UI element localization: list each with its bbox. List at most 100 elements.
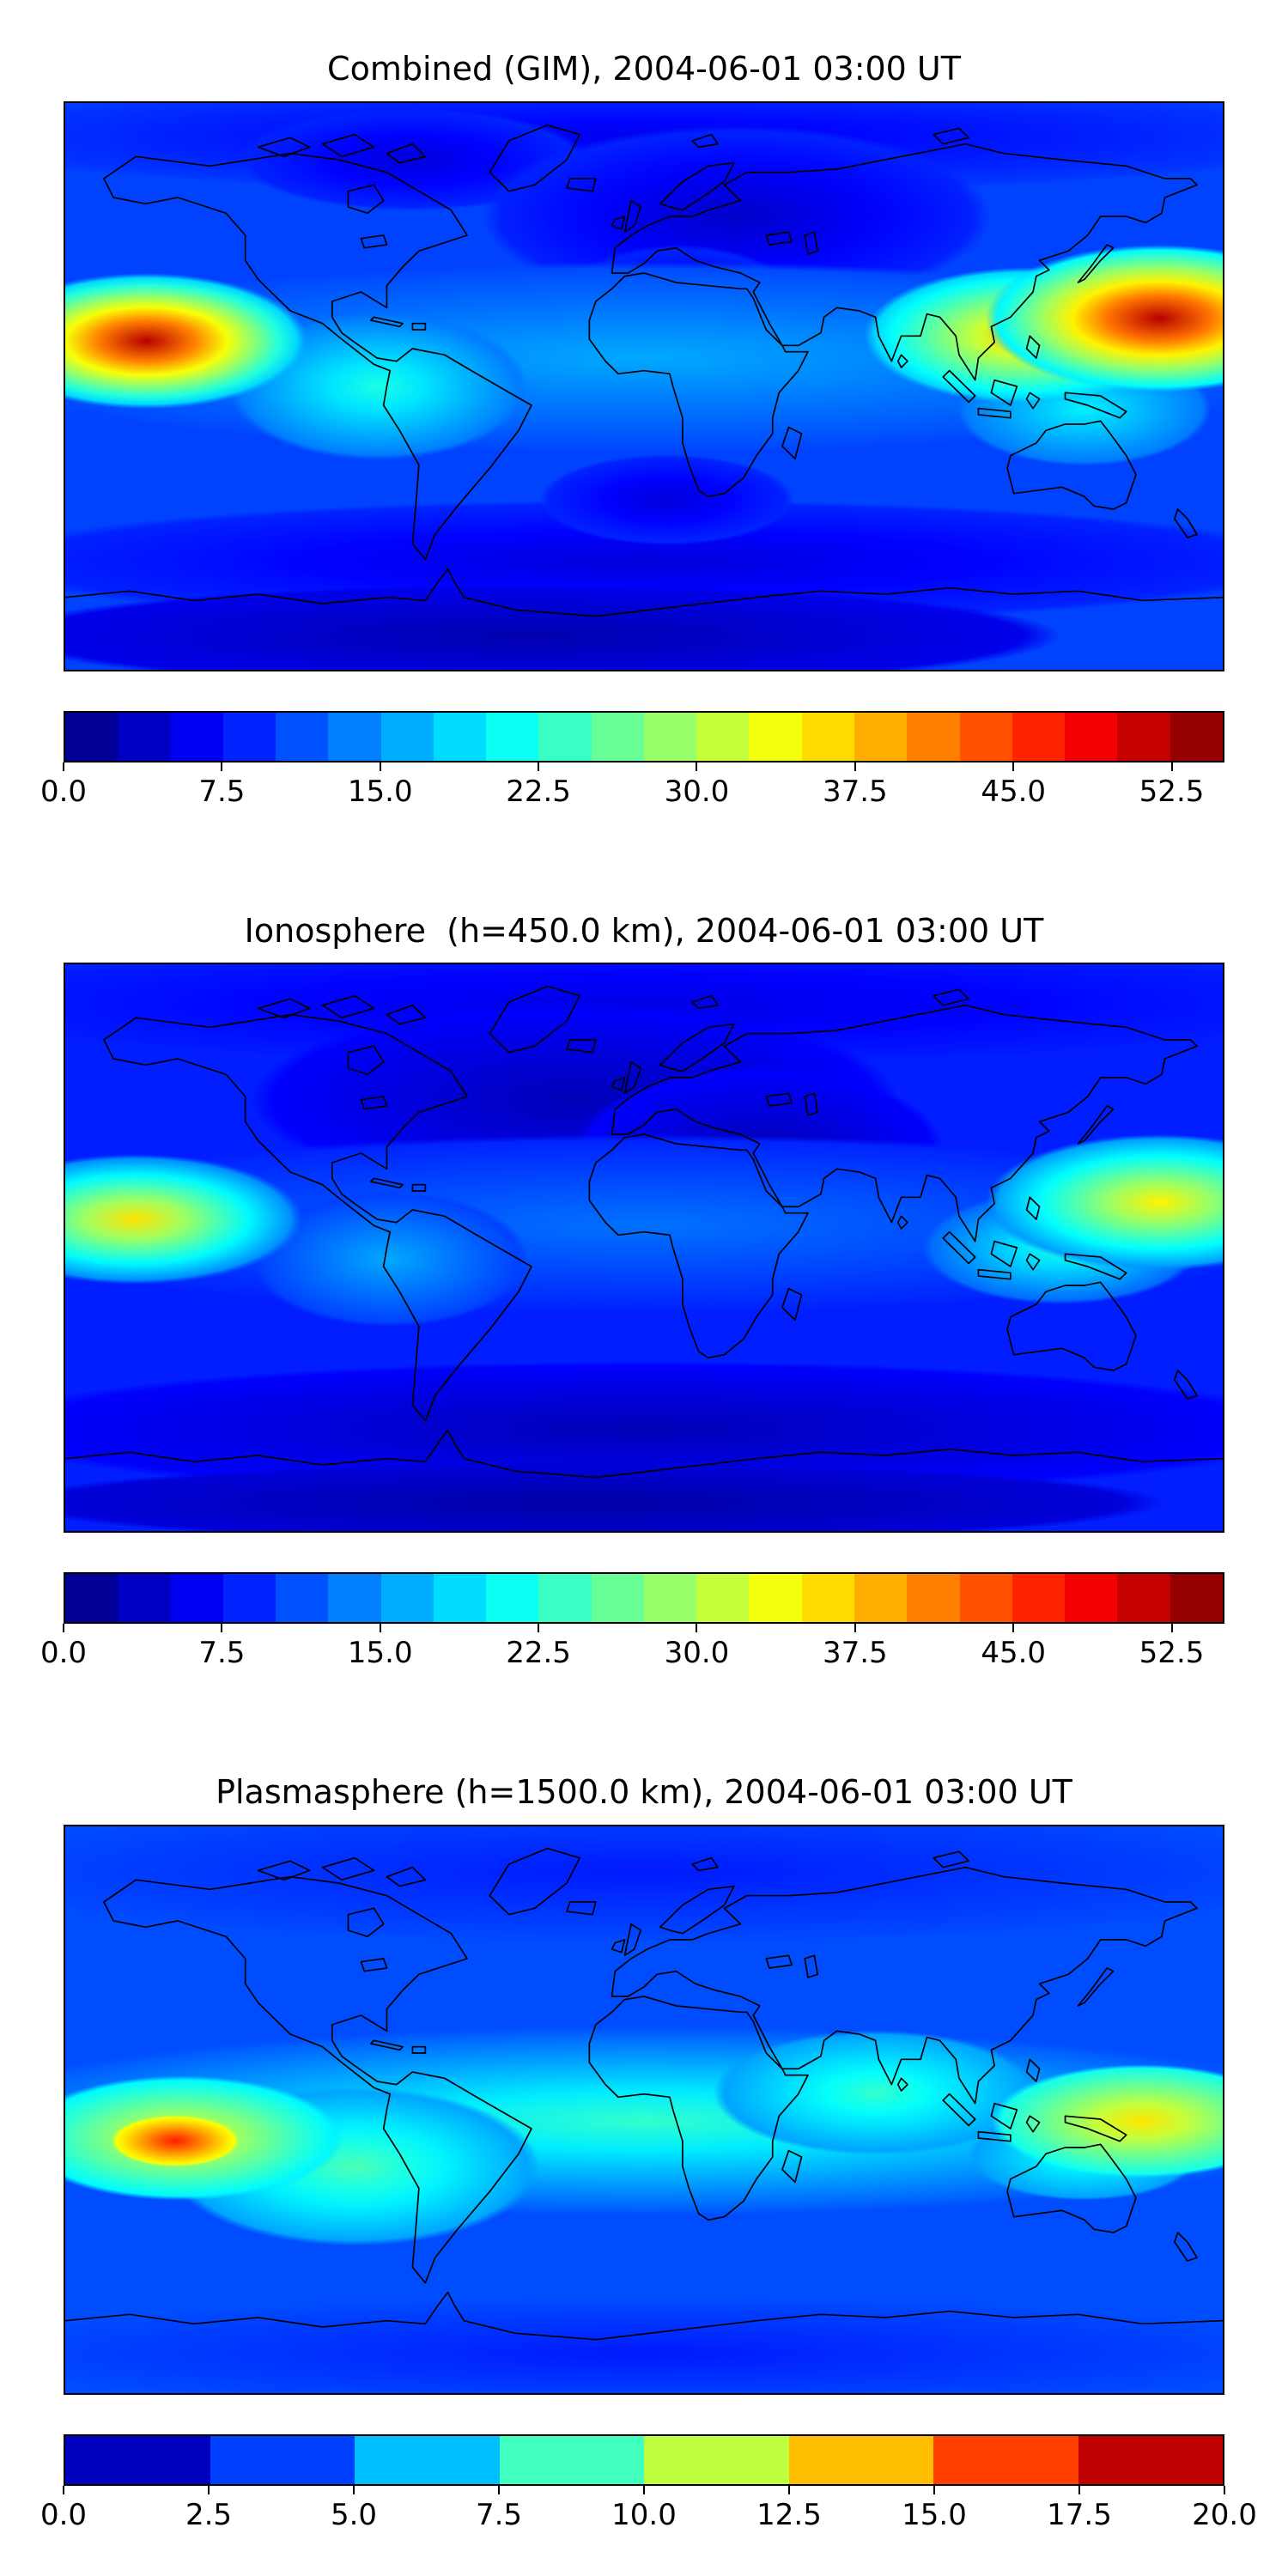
colorbar-segment xyxy=(170,1574,223,1623)
coastline xyxy=(1027,1198,1040,1220)
map-canvas xyxy=(65,964,1223,1532)
colorbar-segment xyxy=(499,2435,644,2484)
colorbar-tick xyxy=(788,2485,790,2494)
colorbar-tick-label: 2.5 xyxy=(185,2497,233,2532)
colorbar-tick-label: 7.5 xyxy=(198,1636,246,1671)
coastline xyxy=(943,370,975,402)
colorbar-segment xyxy=(854,1574,908,1623)
colorbar-tick-label: 15.0 xyxy=(347,774,413,809)
colorbar-segment xyxy=(222,1574,276,1623)
panel-ionosphere: Ionosphere (h=450.0 km), 2004-06-01 03:0… xyxy=(40,912,1224,1678)
coastline xyxy=(371,2040,403,2050)
colorbar-segment xyxy=(433,1574,487,1623)
colorbar-tick-label: 45.0 xyxy=(981,774,1047,809)
colorbar-segment xyxy=(907,712,960,761)
colorbar-segment xyxy=(355,2435,500,2484)
colorbar-segment xyxy=(749,1574,802,1623)
coastline xyxy=(660,162,734,210)
coastline xyxy=(371,317,403,326)
coastline xyxy=(692,1857,718,1870)
colorbar-segment xyxy=(1012,712,1066,761)
colorbar-tick xyxy=(221,1624,223,1633)
coastline xyxy=(933,128,969,143)
colorbar-segment xyxy=(1170,712,1223,761)
colorbar-segment xyxy=(170,712,223,761)
colorbar-tick-label: 15.0 xyxy=(902,2497,967,2532)
coastline xyxy=(991,380,1017,404)
coastline xyxy=(323,1857,374,1880)
panel-title: Combined (GIM), 2004-06-01 03:00 UT xyxy=(327,50,961,88)
coastline xyxy=(612,1940,625,1953)
panel-plasmasphere: Plasmasphere (h=1500.0 km), 2004-06-01 0… xyxy=(40,1773,1257,2539)
colorbar xyxy=(64,710,1224,762)
contour-blob xyxy=(65,1826,1223,1946)
colorbar-segment xyxy=(696,712,750,761)
colorbar-segment xyxy=(801,712,854,761)
colorbar-segment xyxy=(591,1574,644,1623)
colorbar-segment xyxy=(643,1574,697,1623)
coastline xyxy=(567,1040,596,1053)
coastline xyxy=(1066,2116,1127,2141)
coastline xyxy=(1175,509,1197,538)
coastline xyxy=(692,134,718,147)
colorbar-segment xyxy=(380,712,434,761)
colorbar-tick-label: 17.5 xyxy=(1047,2497,1112,2532)
colorbar-tick-label: 22.5 xyxy=(506,1636,571,1671)
colorbar-tick-label: 30.0 xyxy=(664,774,730,809)
contour-blob xyxy=(65,1361,1223,1498)
coastline xyxy=(612,1005,1197,1242)
colorbar-tick xyxy=(538,1624,540,1633)
map-canvas xyxy=(65,102,1223,670)
coastline xyxy=(978,408,1010,417)
colorbar-tick xyxy=(1170,1624,1173,1633)
contour-blob xyxy=(991,2064,1223,2178)
colorbar-tick-label: 15.0 xyxy=(347,1636,413,1671)
coastline xyxy=(805,1094,817,1116)
coastline xyxy=(1027,1255,1040,1270)
colorbar-segment xyxy=(1065,712,1118,761)
contour-blob xyxy=(65,1463,1165,1532)
coastline xyxy=(1078,1106,1114,1144)
colorbar-segment xyxy=(65,1574,118,1623)
coastline xyxy=(349,1047,384,1075)
colorbar-area: 0.0 7.5 15.0 22.5 30.0 37.5 45.0 52.5 xyxy=(40,710,1224,816)
panel-combined-gim: Combined (GIM), 2004-06-01 03:00 UT 0.0 7… xyxy=(40,50,1224,816)
coastline xyxy=(933,990,969,1005)
colorbar-tick-label: 52.5 xyxy=(1139,774,1205,809)
coastline xyxy=(991,1242,1017,1267)
colorbar-segment xyxy=(1078,2435,1223,2484)
coastline xyxy=(567,1902,596,1915)
coastline xyxy=(412,323,425,329)
colorbar-tick-label: 7.5 xyxy=(475,2497,523,2532)
colorbar-segment xyxy=(749,712,802,761)
colorbar-tick-label: 37.5 xyxy=(822,1636,888,1671)
coastline xyxy=(1007,421,1136,509)
colorbar-tick-label: 0.0 xyxy=(39,2497,88,2532)
colorbar xyxy=(64,2433,1224,2486)
colorbar-area: 0.0 2.5 5.0 7.5 10.0 12.5 15.0 17.5 20.0 xyxy=(40,2433,1257,2539)
coastline xyxy=(412,1185,425,1191)
coastline xyxy=(65,1431,1223,1478)
contour-blob xyxy=(111,2115,240,2166)
colorbar-segment xyxy=(643,712,697,761)
map-frame xyxy=(64,963,1224,1534)
colorbar-tick xyxy=(643,2485,645,2494)
colorbar-segment xyxy=(276,1574,329,1623)
coastline xyxy=(386,1867,425,1886)
colorbar-segment xyxy=(801,1574,854,1623)
colorbar-tick-label: 37.5 xyxy=(822,774,888,809)
colorbar-tick xyxy=(933,2485,935,2494)
colorbar-tick-label: 45.0 xyxy=(981,1636,1047,1671)
coastline xyxy=(412,2046,425,2052)
map-frame xyxy=(64,1824,1224,2395)
colorbar-tick xyxy=(1078,2485,1080,2494)
colorbar-segment xyxy=(118,1574,171,1623)
colorbar-tick xyxy=(854,762,856,771)
coastline xyxy=(361,1097,386,1109)
contour-blob xyxy=(65,272,309,409)
colorbar-segment xyxy=(854,712,908,761)
coastline xyxy=(489,125,580,191)
colorbar-segment xyxy=(65,712,118,761)
coastline xyxy=(766,232,792,245)
coastline xyxy=(766,1955,792,1968)
